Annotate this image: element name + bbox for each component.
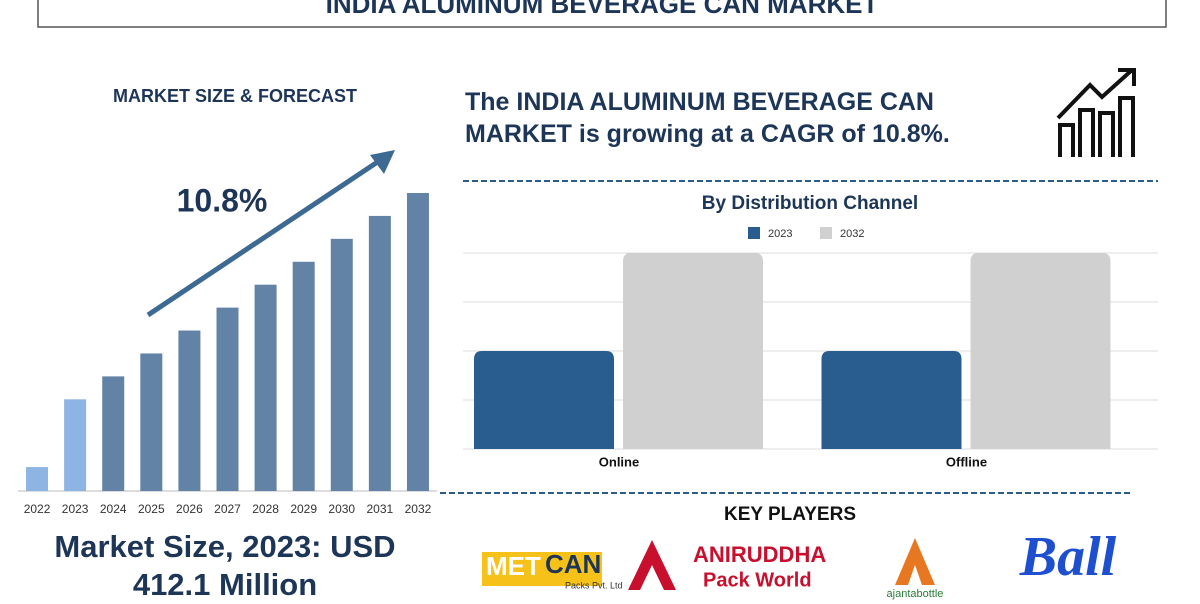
legend-label: 2023 <box>768 228 792 240</box>
market-size: Market Size, 2023: USD 412.1 Million <box>54 529 396 602</box>
bar <box>330 238 353 491</box>
x-tick-label: 2032 <box>405 502 432 516</box>
legend-swatch <box>820 227 832 239</box>
x-tick-label: 2025 <box>138 502 165 516</box>
bar <box>368 215 391 492</box>
x-tick-label: 2028 <box>252 502 279 516</box>
bar <box>216 307 239 491</box>
logo-text: ajantabottle <box>887 588 944 600</box>
bar <box>178 330 201 491</box>
logo-icon <box>628 540 676 590</box>
x-tick-label: 2030 <box>328 502 355 516</box>
x-tick-label: 2023 <box>62 502 89 516</box>
bar <box>26 467 49 491</box>
bar <box>474 351 614 449</box>
growth-arrow <box>146 154 387 318</box>
logo-text: Ball <box>1019 526 1117 588</box>
x-tick-label: 2029 <box>290 502 317 516</box>
logo-text: ANIRUDDHA <box>693 542 826 567</box>
legend-swatch <box>748 227 760 239</box>
cagr-annotation: 10.8% <box>177 182 268 218</box>
cagr-statement: The INDIA ALUMINUM BEVERAGE CAN MARKET i… <box>465 88 950 148</box>
logo-icon <box>895 538 935 585</box>
x-tick-label: 2031 <box>367 502 394 516</box>
bar <box>64 399 87 491</box>
bar <box>406 192 429 491</box>
header-title: INDIA ALUMINUM BEVERAGE CAN MARKET <box>326 0 879 19</box>
x-tick-label: 2024 <box>100 502 127 516</box>
chart-title: MARKET SIZE & FORECAST <box>113 86 357 106</box>
growth-icon <box>1056 68 1136 157</box>
arrow-head <box>370 150 395 174</box>
bar <box>623 253 763 449</box>
chart-title: By Distribution Channel <box>702 193 918 214</box>
key-players-title: KEY PLAYERS <box>724 504 856 525</box>
bar <box>292 261 315 491</box>
x-tick-label: 2027 <box>214 502 241 516</box>
bar <box>254 284 277 491</box>
x-tick-label: 2026 <box>176 502 203 516</box>
logo-bg <box>482 552 602 586</box>
bar <box>102 376 125 491</box>
bar <box>821 351 962 449</box>
bar <box>140 353 163 491</box>
logo-text: Packs Pvt. Ltd <box>565 580 623 590</box>
bar <box>970 253 1111 449</box>
legend-label: 2032 <box>840 228 864 240</box>
x-tick-label: Offline <box>946 454 987 469</box>
logo-text: MET <box>486 551 541 581</box>
x-tick-label: 2022 <box>24 502 51 516</box>
logo-text: Pack World <box>703 569 812 591</box>
header-box <box>37 0 1167 28</box>
x-tick-label: Online <box>599 454 639 469</box>
logo-text: CAN <box>545 549 601 579</box>
